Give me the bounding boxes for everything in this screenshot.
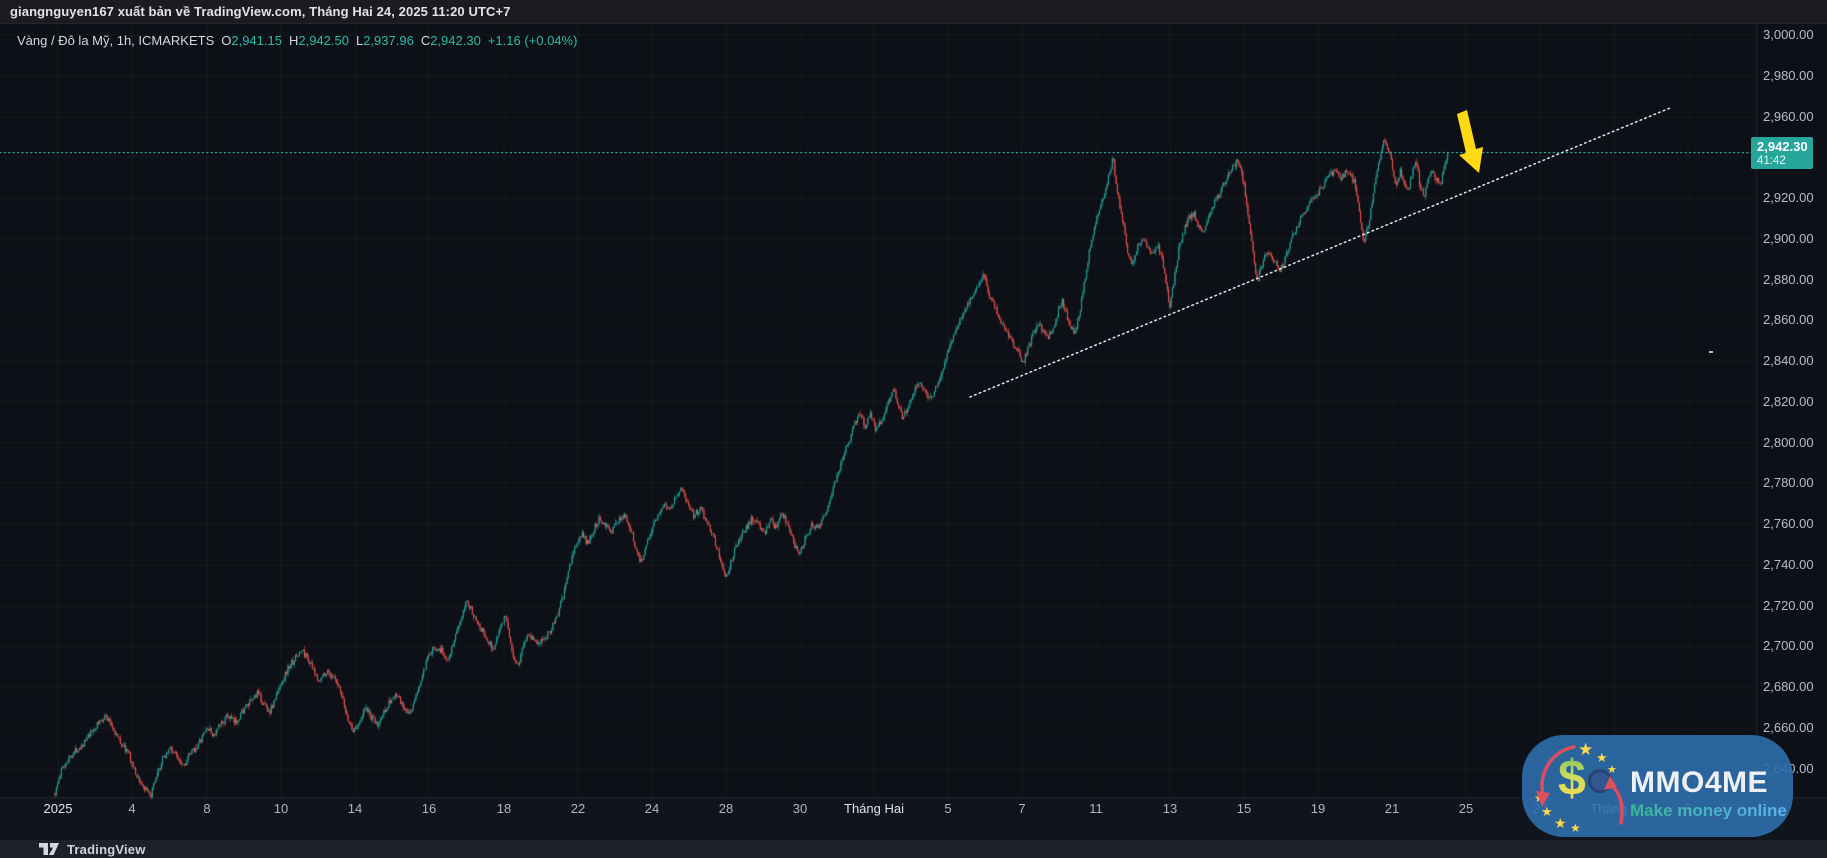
open-value: 2,941.15	[231, 33, 282, 48]
high-label: H2,942.50	[288, 33, 349, 48]
dollar-icon: $	[1558, 750, 1586, 806]
star-icon: ★	[1541, 804, 1553, 819]
publish-header-text: giangnguyen167 xuất bản về TradingView.c…	[10, 4, 511, 19]
time-tick-label: 5	[944, 801, 952, 816]
price-tick-label: 2,980.00	[1763, 67, 1814, 83]
time-tick-label: 30	[792, 801, 808, 816]
time-tick-label: 21	[1384, 801, 1400, 816]
price-tick-label: 2,880.00	[1763, 271, 1814, 287]
time-tick-label: 15	[1236, 801, 1252, 816]
time-tick-label: 19	[1310, 801, 1326, 816]
price-tick-label: 2,780.00	[1763, 475, 1814, 491]
star-icon: ★	[1570, 821, 1581, 835]
time-tick-label: 18	[496, 801, 512, 816]
footer-bar: TradingView	[0, 840, 1827, 858]
current-price-badge: 2,942.30 41:42	[1751, 136, 1813, 169]
price-tick-label: 2,860.00	[1763, 312, 1814, 328]
star-icon: ★	[1596, 750, 1608, 765]
mmo4me-emblem: ★ ★ ★ ★ ★ ★ ★ $	[1522, 735, 1634, 837]
star-icon: ★	[1554, 815, 1567, 831]
price-tick-label: 2,700.00	[1763, 638, 1814, 654]
price-tick-label: 2,920.00	[1763, 190, 1814, 205]
time-tick-label: 8	[203, 801, 211, 816]
low-label: L2,937.96	[355, 33, 414, 48]
time-tick-label: 13	[1162, 801, 1178, 816]
price-axis[interactable]: 2,942.30 41:42 3,000.00 2,980.00 2,960.00 2…	[1751, 24, 1827, 797]
price-tick-label: 3,000.00	[1763, 27, 1814, 42]
watermark-subtitle: Make money online	[1630, 801, 1787, 820]
star-icon: ★	[1578, 740, 1594, 759]
price-tick-label: 2,960.00	[1763, 108, 1814, 124]
time-tick-label: 14	[347, 801, 363, 816]
bar-countdown: 41:42	[1757, 154, 1786, 167]
time-tick-label: 24	[644, 801, 660, 816]
close-value: 2,942.30	[430, 33, 481, 48]
time-tick-label: 25	[1458, 801, 1474, 816]
symbol-legend: Vàng / Đô la Mỹ, 1h, ICMARKETS O2,941.15…	[17, 33, 577, 48]
tradingview-wordmark[interactable]: TradingView	[67, 841, 146, 857]
time-tick-label: 16	[421, 801, 437, 816]
price-tick-label: 2,720.00	[1763, 597, 1814, 613]
price-tick-label: 2,680.00	[1763, 679, 1814, 694]
price-tick-label: 2,840.00	[1763, 353, 1814, 368]
time-tick-label: 7	[1018, 801, 1026, 816]
low-value: 2,937.96	[363, 33, 414, 48]
high-value: 2,942.50	[298, 33, 349, 48]
price-tick-label: 2,760.00	[1763, 516, 1814, 531]
price-tick-label: 2,820.00	[1763, 393, 1814, 409]
time-tick-label: 28	[718, 801, 734, 816]
time-tick-label: 11	[1089, 801, 1103, 816]
star-icon: ★	[1607, 764, 1617, 776]
symbol-title: Vàng / Đô la Mỹ, 1h, ICMARKETS	[17, 33, 215, 48]
mmo4me-watermark: ★ ★ ★ ★ ★ ★ ★ $ MMO4ME Make money online	[1522, 735, 1793, 837]
tradingview-logo-icon[interactable]	[38, 842, 60, 856]
time-tick-label: 2025	[43, 801, 73, 816]
publish-header: giangnguyen167 xuất bản về TradingView.c…	[0, 0, 1827, 24]
time-tick-label: 10	[273, 801, 289, 816]
price-tick-label: 2,740.00	[1763, 556, 1814, 572]
time-tick-label: 22	[570, 801, 586, 816]
price-tick-label: 2,800.00	[1763, 434, 1814, 450]
star-icon: ★	[1534, 791, 1545, 805]
time-tick-label: Tháng Hai	[844, 801, 904, 816]
coin-icon	[1588, 769, 1612, 793]
change-value: +1.16 (+0.04%)	[487, 33, 578, 48]
close-label: C2,942.30	[420, 33, 481, 48]
open-label: O2,941.15	[221, 33, 282, 48]
price-tick-label: 2,660.00	[1763, 719, 1814, 735]
watermark-title: MMO4ME	[1630, 766, 1768, 799]
current-price-value: 2,942.30	[1757, 138, 1808, 154]
price-tick-label: 2,900.00	[1763, 230, 1814, 246]
time-axis[interactable]: 2025 4 8 10 14 16 18 22 24 28 30 Tháng Hai 5 7 11 13 15 1…	[0, 797, 1827, 840]
time-tick-label: 4	[128, 801, 136, 816]
